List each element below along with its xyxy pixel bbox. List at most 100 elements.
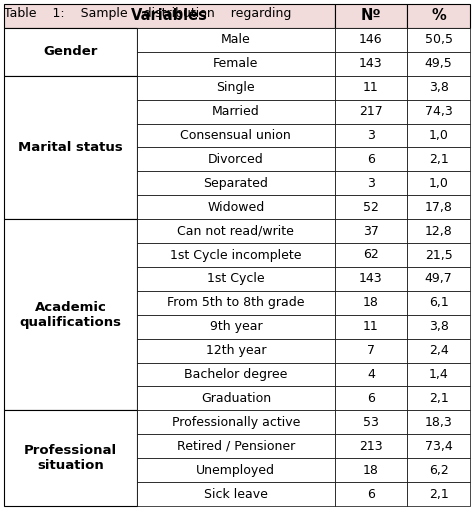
Text: 6: 6 (367, 153, 375, 166)
Bar (407, 171, 470, 195)
Bar (137, 219, 335, 243)
Bar (407, 291, 470, 315)
Text: Separated: Separated (203, 177, 268, 190)
Bar (335, 339, 407, 363)
Bar (137, 171, 335, 195)
Text: 6: 6 (367, 392, 375, 405)
Bar (137, 410, 335, 434)
Bar (407, 315, 470, 339)
Text: Variables: Variables (131, 8, 208, 23)
Bar (137, 482, 335, 506)
Bar (335, 291, 407, 315)
Text: 21,5: 21,5 (425, 249, 452, 261)
Text: 12,8: 12,8 (425, 225, 452, 237)
Bar (407, 76, 470, 100)
Text: 74,3: 74,3 (425, 105, 452, 118)
Text: Retired / Pensioner: Retired / Pensioner (177, 440, 295, 453)
Text: 7: 7 (367, 344, 375, 357)
Text: 2,1: 2,1 (428, 488, 448, 500)
Bar (335, 243, 407, 267)
Bar (137, 363, 335, 386)
Bar (407, 482, 470, 506)
Text: 18,3: 18,3 (425, 416, 452, 429)
Bar (4, 76, 137, 219)
Text: 2,4: 2,4 (428, 344, 448, 357)
Bar (137, 195, 335, 219)
Text: 1,4: 1,4 (428, 368, 448, 381)
Text: 6: 6 (367, 488, 375, 500)
Text: Marital status: Marital status (18, 141, 123, 154)
Bar (137, 123, 335, 147)
Text: Single: Single (217, 81, 255, 94)
Text: 49,5: 49,5 (425, 57, 452, 70)
Text: 3,8: 3,8 (428, 320, 448, 333)
Text: 73,4: 73,4 (425, 440, 452, 453)
Text: 2,1: 2,1 (428, 153, 448, 166)
Bar (137, 434, 335, 458)
Bar (137, 386, 335, 410)
Bar (407, 339, 470, 363)
Text: 6,2: 6,2 (428, 464, 448, 476)
Text: Bachelor degree: Bachelor degree (184, 368, 288, 381)
Text: 6,1: 6,1 (428, 296, 448, 310)
Text: Unemployed: Unemployed (196, 464, 275, 476)
Text: Sick leave: Sick leave (204, 488, 268, 500)
Bar (335, 219, 407, 243)
Text: 3,8: 3,8 (428, 81, 448, 94)
Bar (335, 147, 407, 171)
Text: 17,8: 17,8 (425, 201, 453, 214)
Bar (137, 52, 335, 76)
Bar (137, 315, 335, 339)
Bar (407, 100, 470, 123)
Text: Professional
situation: Professional situation (24, 444, 117, 472)
Text: 1st Cycle incomplete: 1st Cycle incomplete (170, 249, 301, 261)
Text: 146: 146 (359, 33, 383, 46)
Bar (407, 434, 470, 458)
Bar (407, 147, 470, 171)
Text: From 5th to 8th grade: From 5th to 8th grade (167, 296, 305, 310)
Text: 1st Cycle: 1st Cycle (207, 272, 264, 285)
Text: 18: 18 (363, 464, 379, 476)
Text: 11: 11 (363, 320, 379, 333)
Bar (335, 386, 407, 410)
Bar (4, 28, 137, 76)
Bar (407, 386, 470, 410)
Text: Gender: Gender (43, 45, 98, 58)
Bar (335, 482, 407, 506)
Bar (335, 4, 407, 28)
Text: 1,0: 1,0 (428, 177, 448, 190)
Bar (407, 4, 470, 28)
Bar (407, 363, 470, 386)
Bar (335, 171, 407, 195)
Bar (335, 52, 407, 76)
Text: Married: Married (212, 105, 260, 118)
Bar (335, 363, 407, 386)
Bar (407, 195, 470, 219)
Bar (335, 100, 407, 123)
Text: 1,0: 1,0 (428, 129, 448, 142)
Text: Female: Female (213, 57, 258, 70)
Bar (137, 28, 335, 52)
Bar (335, 434, 407, 458)
Bar (335, 315, 407, 339)
Bar (335, 458, 407, 482)
Text: Table    1:    Sample    distribution    regarding: Table 1: Sample distribution regarding (4, 7, 292, 20)
Text: %: % (431, 8, 446, 23)
Text: 49,7: 49,7 (425, 272, 452, 285)
Bar (407, 267, 470, 291)
Text: 213: 213 (359, 440, 383, 453)
Bar (335, 267, 407, 291)
Bar (4, 410, 137, 506)
Text: 52: 52 (363, 201, 379, 214)
Text: 4: 4 (367, 368, 375, 381)
Bar (407, 123, 470, 147)
Text: Divorced: Divorced (208, 153, 264, 166)
Text: Graduation: Graduation (201, 392, 271, 405)
Bar (407, 219, 470, 243)
Text: 2,1: 2,1 (428, 392, 448, 405)
Bar (335, 123, 407, 147)
Bar (137, 100, 335, 123)
Text: 217: 217 (359, 105, 383, 118)
Bar (137, 76, 335, 100)
Text: Academic
qualifications: Academic qualifications (19, 301, 121, 329)
